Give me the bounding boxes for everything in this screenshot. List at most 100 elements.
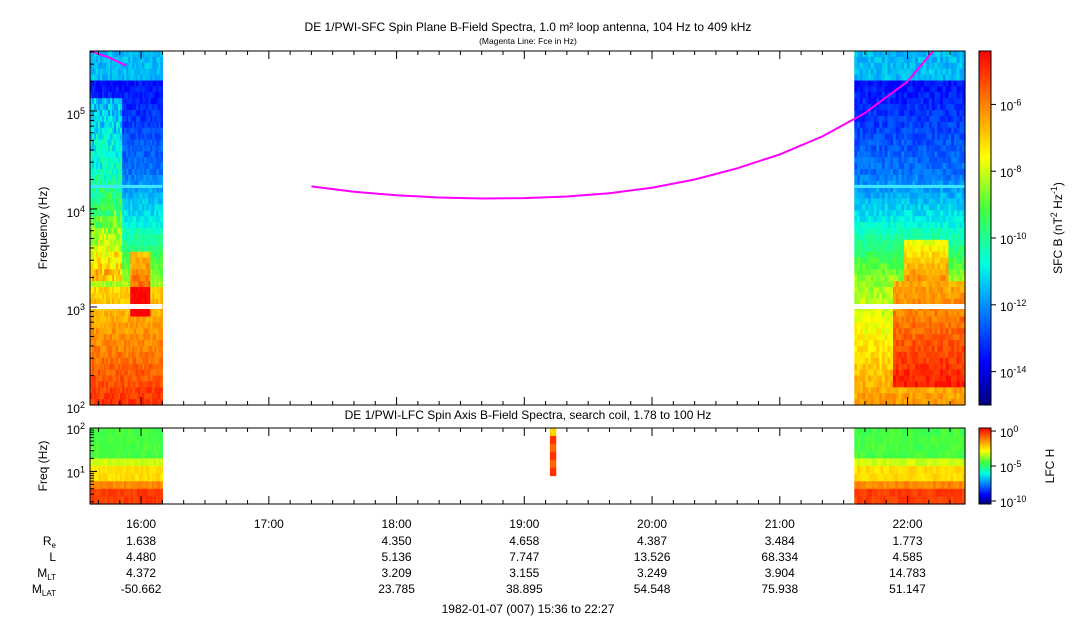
spectrogram-cell <box>945 115 949 123</box>
spectrogram-cell <box>114 281 117 288</box>
spectrogram-cell <box>144 334 147 341</box>
spectrogram-cell <box>100 163 103 170</box>
spectrogram-cell <box>876 121 880 129</box>
spectrogram-cell <box>868 139 872 146</box>
spectrogram-cell <box>865 56 869 64</box>
spectrogram-cell <box>154 74 157 82</box>
spectrogram-cell <box>893 180 897 188</box>
spectrogram-cell <box>138 104 141 111</box>
spectrogram-cell <box>953 51 958 58</box>
spectrogram-cell <box>884 251 889 259</box>
spectrogram-cell <box>98 204 101 211</box>
spectrogram-cell <box>126 62 129 70</box>
spectrogram-cell <box>158 127 161 135</box>
spectrogram-cell <box>140 381 143 388</box>
spectrogram-cell <box>909 245 914 253</box>
spectrogram-cell <box>884 151 889 158</box>
spectrogram-cell <box>96 169 99 176</box>
spectrogram-cell <box>142 169 145 176</box>
spectrogram-cell <box>904 110 908 117</box>
spectrogram-cell <box>942 74 947 82</box>
spectrogram-cell <box>126 233 129 241</box>
spectrogram-cell <box>912 92 916 99</box>
spectrogram-cell <box>940 233 944 241</box>
spectrogram-cell <box>140 74 143 82</box>
spectrogram-cell <box>890 387 894 394</box>
spectrogram-cell <box>870 287 875 294</box>
spectrogram-cell <box>149 428 153 437</box>
spectrogram-cell <box>132 428 136 437</box>
spectrogram-cell <box>96 186 99 194</box>
spectrogram-cell <box>120 133 123 141</box>
spectrogram-cell <box>857 381 861 388</box>
spectrogram-cell <box>144 322 147 329</box>
spectrogram-cell <box>956 287 961 294</box>
spectrogram-cell <box>923 257 927 264</box>
spectrogram-cell <box>923 328 927 335</box>
spectrogram-cell <box>959 363 963 371</box>
spectrogram-cell <box>94 163 97 170</box>
spectrogram-cell <box>862 204 866 211</box>
spectrogram-cell <box>893 245 897 253</box>
spectrogram-cell <box>868 387 872 394</box>
spectrogram-cell <box>111 458 115 467</box>
spectrogram-cell <box>128 292 131 300</box>
spectrogram-cell <box>111 450 115 459</box>
spectrogram-cell <box>857 80 861 87</box>
spectrogram-cell <box>140 228 143 235</box>
spectrogram-cell <box>884 310 889 318</box>
spectrogram-cell <box>934 56 938 64</box>
spectrogram-cell <box>152 180 155 188</box>
spectrogram-cell <box>112 269 115 276</box>
spectrogram-cell <box>104 115 107 123</box>
spectrogram-cell <box>160 56 163 64</box>
spectrogram-cell <box>915 92 919 99</box>
spectrogram-cell <box>926 346 930 353</box>
spectrogram-cell <box>144 127 147 135</box>
spectrogram-cell <box>92 488 95 497</box>
spectrogram-cell <box>926 74 930 82</box>
spectrogram-cell <box>158 210 161 217</box>
spectrogram-cell <box>906 133 911 141</box>
spectrogram-cell <box>114 369 117 377</box>
spectrogram-cell <box>948 316 952 323</box>
spectrogram-cell <box>873 381 878 388</box>
spectrogram-cell <box>138 387 141 394</box>
spectrogram-cell <box>953 192 958 200</box>
spectrogram-cell <box>901 145 905 152</box>
spectrogram-cell <box>934 287 938 294</box>
spectrogram-cell <box>92 334 95 341</box>
spectrogram-cell <box>110 281 113 288</box>
fce-line-group <box>90 51 934 200</box>
spectrogram-cell <box>887 316 891 323</box>
spectrogram-cell <box>98 287 101 294</box>
spectrogram-cell <box>149 458 153 467</box>
spectrogram-cell <box>937 56 941 64</box>
spectrogram-cell <box>120 145 123 152</box>
spectrogram-cell <box>959 328 963 335</box>
spectrogram-cell <box>895 157 900 164</box>
spectrogram-cell <box>106 51 109 58</box>
spectrogram-cell <box>865 257 869 264</box>
spectrogram-line-artifact <box>90 184 163 188</box>
spectrogram-cell <box>945 110 949 117</box>
spectrogram-cell <box>937 351 941 359</box>
spectrogram-cell <box>140 340 143 347</box>
spectrogram-cell <box>126 115 129 123</box>
spectrogram-cell <box>104 210 107 217</box>
spectrogram-cell <box>868 174 872 182</box>
spectrogram-cell <box>142 399 145 406</box>
spectrogram-cell <box>870 328 875 335</box>
spectrogram-cell <box>158 239 161 247</box>
spectrogram-cell <box>951 210 955 217</box>
spectrogram-cell <box>132 121 135 129</box>
spectrogram-cell <box>901 139 905 146</box>
spectrogram-cell <box>121 473 125 482</box>
spectrogram-cell <box>934 186 938 194</box>
spectrogram-cell <box>923 163 927 170</box>
spectrogram-cell <box>148 269 151 276</box>
spectrogram-cell <box>114 346 117 353</box>
spectrogram-cell <box>148 145 151 152</box>
spectrogram-cell <box>926 239 930 247</box>
spectrogram-cell <box>951 139 955 146</box>
